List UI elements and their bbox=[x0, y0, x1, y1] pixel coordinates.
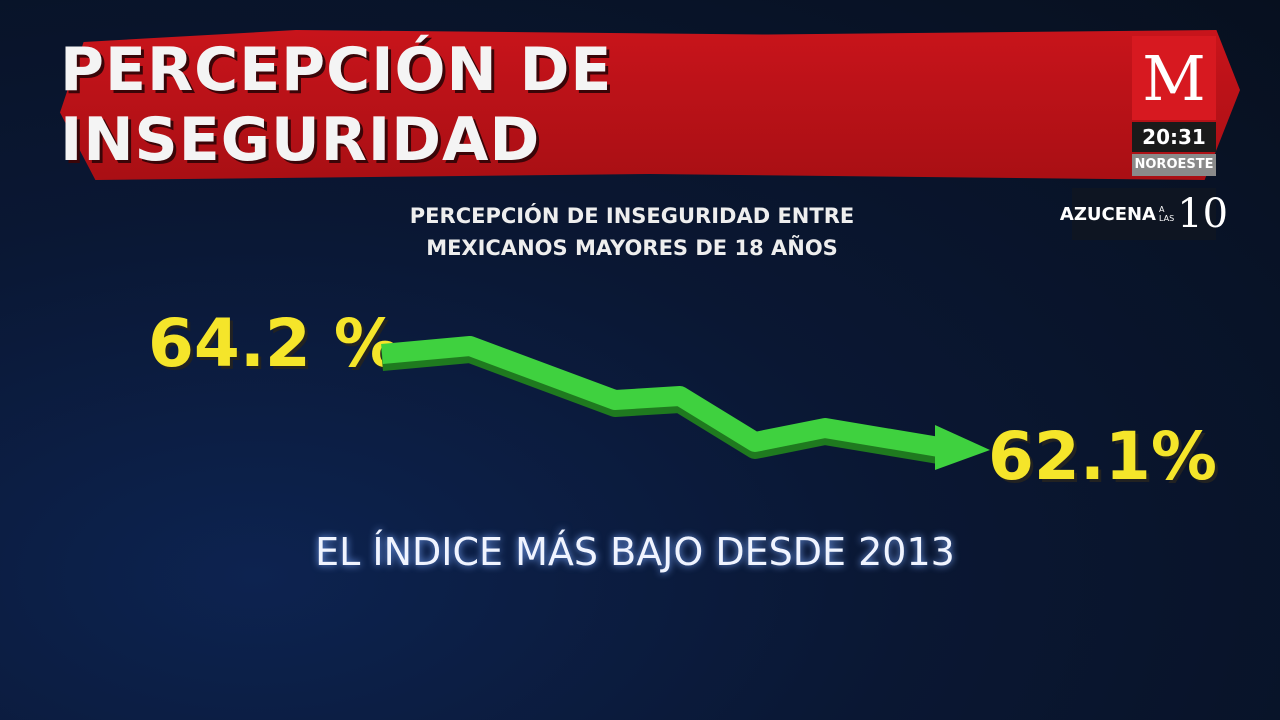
program-number: 10 bbox=[1177, 191, 1229, 237]
title-banner bbox=[60, 30, 1240, 180]
end-value: 62.1% bbox=[988, 418, 1217, 495]
clock: 20:31 bbox=[1132, 122, 1216, 152]
arrow-head bbox=[935, 425, 990, 470]
subtitle-line: PERCEPCIÓN DE INSEGURIDAD ENTRE bbox=[409, 204, 855, 228]
arrow-line bbox=[381, 336, 947, 458]
subtitle-line: MEXICANOS MAYORES DE 18 AÑOS bbox=[426, 236, 838, 260]
start-value: 64.2 % bbox=[148, 305, 400, 382]
program-small: A LAS bbox=[1159, 205, 1175, 223]
title: PERCEPCIÓN DE INSEGURIDAD bbox=[60, 35, 613, 175]
subtitle: PERCEPCIÓN DE INSEGURIDAD ENTRE MEXICANO… bbox=[332, 200, 932, 264]
caption: EL ÍNDICE MÁS BAJO DESDE 2013 bbox=[315, 530, 955, 574]
program-logo: AZUCENA A LAS 10 bbox=[1060, 188, 1228, 240]
channel-logo: M bbox=[1132, 36, 1216, 120]
region: NOROESTE bbox=[1132, 154, 1216, 176]
program-name: AZUCENA bbox=[1059, 203, 1156, 225]
